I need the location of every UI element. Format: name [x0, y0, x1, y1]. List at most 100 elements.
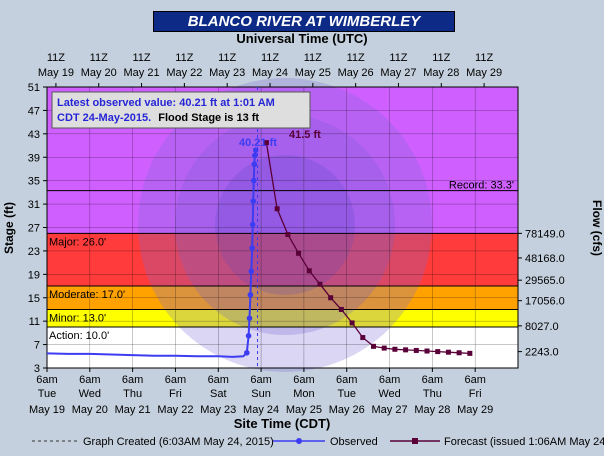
utc-tick-date: May 25: [295, 67, 331, 79]
info-date: CDT 24-May-2015.: [57, 112, 151, 124]
utc-tick-hour: 11Z: [475, 52, 493, 64]
forecast-point: [456, 350, 462, 356]
site-time-axis-ticks: 6am Tue May 19 6am Wed May 20 6am Thu May 21 6am F…: [29, 368, 493, 416]
forecast-point: [306, 268, 312, 274]
stage-tick-label: 51: [28, 82, 40, 94]
utc-tick-hour: 11Z: [90, 52, 108, 64]
site-tick-day: Thu: [423, 388, 442, 400]
utc-tick-date: May 21: [124, 67, 160, 79]
category-label-moderate: Moderate: 17.0': [49, 289, 125, 301]
legend: Graph Created (6:03AM May 24, 2015) Obse…: [32, 436, 604, 448]
site-tick-day: Tue: [38, 388, 57, 400]
utc-tick-date: May 20: [81, 67, 117, 79]
flood-category-bands: [47, 87, 518, 368]
legend-observed-marker: [296, 438, 302, 444]
forecast-point: [381, 345, 387, 351]
stage-tick-label: 15: [28, 293, 40, 305]
site-tick-time: 6am: [336, 374, 357, 386]
site-tick-date: May 28: [414, 404, 450, 416]
site-tick-date: May 26: [329, 404, 365, 416]
forecast-point: [317, 281, 323, 287]
observed-point: [252, 147, 259, 153]
stage-tick-label: 27: [28, 223, 40, 235]
utc-tick-date: May 22: [166, 67, 202, 79]
stage-tick-label: 31: [28, 199, 40, 211]
forecast-peak-label: 41.5 ft: [289, 129, 321, 141]
site-tick-day: Mon: [293, 388, 314, 400]
forecast-point: [413, 347, 419, 353]
top-axis-label: Universal Time (UTC): [236, 31, 367, 46]
flow-tick-label: 48168.0: [525, 253, 565, 265]
site-tick-date: May 25: [286, 404, 322, 416]
stage-tick-label: 23: [28, 246, 40, 258]
band-minor: [47, 309, 518, 328]
stage-axis-ticks: 3 7 11 15 19 23 27 31 35 39 43 47 51: [28, 82, 47, 375]
site-tick-time: 6am: [208, 374, 229, 386]
site-tick-time: 6am: [293, 374, 314, 386]
site-tick-date: May 23: [200, 404, 236, 416]
forecast-point: [328, 295, 334, 301]
stage-tick-label: 7: [34, 340, 40, 352]
forecast-point: [285, 232, 291, 238]
site-tick-date: May 19: [29, 404, 65, 416]
forecast-point: [274, 206, 280, 212]
observed-point: [250, 198, 257, 204]
noaa-watermark: [138, 78, 432, 372]
y2-axis-label: Flow (cfs): [590, 200, 604, 256]
forecast-point: [338, 306, 344, 312]
forecast-point: [435, 349, 441, 355]
category-label-minor: Minor: 13.0': [49, 312, 106, 324]
utc-tick-date: May 24: [252, 67, 288, 79]
utc-tick-date: May 26: [338, 67, 374, 79]
observed-point: [247, 292, 254, 298]
band-major: [47, 233, 518, 287]
site-tick-day: Tue: [337, 388, 356, 400]
observed-point: [245, 333, 252, 339]
info-box: Latest observed value: 40.21 ft at 1:01 …: [51, 91, 311, 129]
forecast-point: [467, 350, 473, 356]
flow-tick-label: 78149.0: [525, 228, 565, 240]
stage-tick-label: 39: [28, 152, 40, 164]
site-tick-time: 6am: [79, 374, 100, 386]
record-line: Record: 33.3': [47, 180, 518, 192]
forecast-point: [349, 320, 355, 326]
utc-tick-date: May 23: [209, 67, 245, 79]
stage-tick-label: 47: [28, 105, 40, 117]
site-tick-time: 6am: [36, 374, 57, 386]
legend-forecast-marker: [412, 438, 418, 444]
utc-tick-date: May 27: [380, 67, 416, 79]
category-label-major: Major: 26.0': [49, 236, 106, 248]
forecast-point: [403, 347, 409, 353]
forecast-point: [445, 349, 451, 355]
site-tick-day: Fri: [169, 388, 182, 400]
forecast-point: [370, 343, 376, 349]
observed-point: [252, 152, 258, 159]
site-tick-date: May 21: [115, 404, 151, 416]
forecast-series: [263, 140, 473, 356]
stage-tick-label: 43: [28, 129, 40, 141]
flow-tick-label: 17056.0: [525, 296, 565, 308]
utc-tick-hour: 11Z: [261, 52, 279, 64]
site-tick-time: 6am: [165, 374, 186, 386]
site-tick-day: Sat: [210, 388, 227, 400]
site-tick-date: May 20: [72, 404, 108, 416]
info-line-2: CDT 24-May-2015. Flood Stage is 13 ft: [57, 112, 259, 124]
observed-point: [250, 177, 257, 184]
site-tick-date: May 22: [157, 404, 193, 416]
site-tick-day: Wed: [79, 388, 101, 400]
observed-peak-label: 40.21 ft: [239, 137, 277, 149]
flood-category-labels: Action: 10.0' Minor: 13.0' Moderate: 17.0'…: [47, 232, 518, 342]
observed-point: [244, 349, 250, 356]
forecast-point: [392, 346, 398, 352]
utc-tick-hour: 11Z: [175, 52, 193, 64]
site-tick-time: 6am: [464, 374, 485, 386]
x-axis-label: Site Time (CDT): [234, 416, 331, 431]
stage-tick-label: 35: [28, 176, 40, 188]
record-label: Record: 33.3': [449, 180, 514, 192]
utc-tick-hour: 11Z: [389, 52, 407, 64]
flow-tick-label: 2243.0: [525, 347, 559, 359]
utc-tick-hour: 11Z: [47, 52, 65, 64]
utc-tick-hour: 11Z: [347, 52, 365, 64]
